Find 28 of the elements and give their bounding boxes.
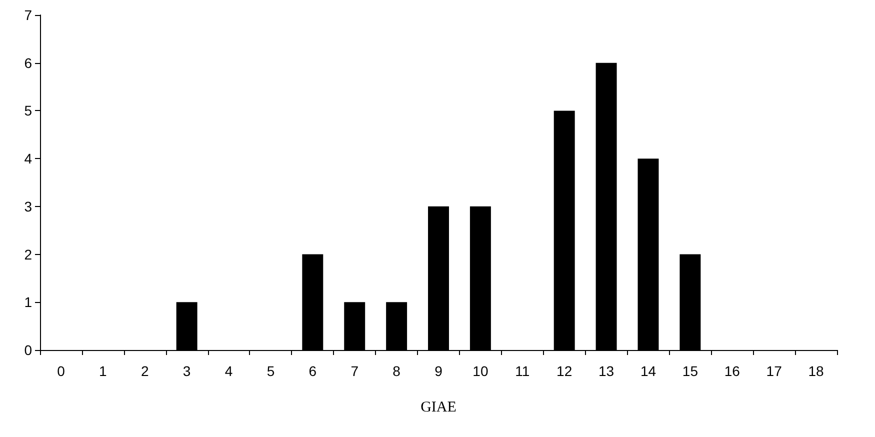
x-tick-label: 13 [598, 363, 614, 379]
x-tick-label: 18 [808, 363, 824, 379]
x-tick-label: 12 [556, 363, 572, 379]
x-tick-label: 17 [766, 363, 782, 379]
x-tick-label: 5 [266, 363, 275, 379]
x-tick-label: 8 [392, 363, 401, 379]
x-tick-label: 1 [99, 363, 108, 379]
x-tick-label: 0 [57, 363, 66, 379]
x-axis-title: GIAE [420, 400, 456, 416]
x-tick-label: 10 [472, 363, 488, 379]
x-tick-label: 9 [434, 363, 443, 379]
x-tick-label: 11 [515, 363, 530, 379]
y-tick-label: 5 [24, 102, 32, 119]
x-tick-label: 16 [724, 363, 740, 379]
y-tick-label: 3 [24, 198, 32, 214]
y-tick-label: 7 [24, 7, 32, 23]
y-tick-label: 1 [24, 294, 32, 310]
y-tick-label: 6 [24, 54, 32, 71]
y-tick-label: 4 [24, 150, 32, 167]
x-tick-label: 4 [224, 363, 233, 379]
x-tick-label: 3 [182, 363, 191, 379]
y-tick-label: 0 [24, 342, 32, 358]
x-tick-label: 15 [682, 363, 698, 379]
x-tick-label: 14 [640, 363, 656, 379]
y-tick-label: 2 [24, 246, 32, 262]
x-tick-label: 7 [350, 363, 359, 379]
x-tick-label: 2 [140, 363, 149, 379]
x-tick-label: 6 [308, 363, 317, 379]
